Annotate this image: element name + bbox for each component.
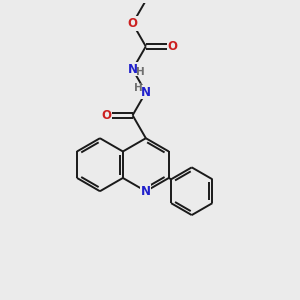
Text: N: N [128,63,138,76]
Text: O: O [128,17,138,30]
Text: O: O [167,40,177,53]
Text: O: O [101,109,111,122]
Text: N: N [141,185,151,198]
Text: N: N [141,86,151,99]
Text: H: H [134,83,143,93]
Text: H: H [136,67,145,77]
